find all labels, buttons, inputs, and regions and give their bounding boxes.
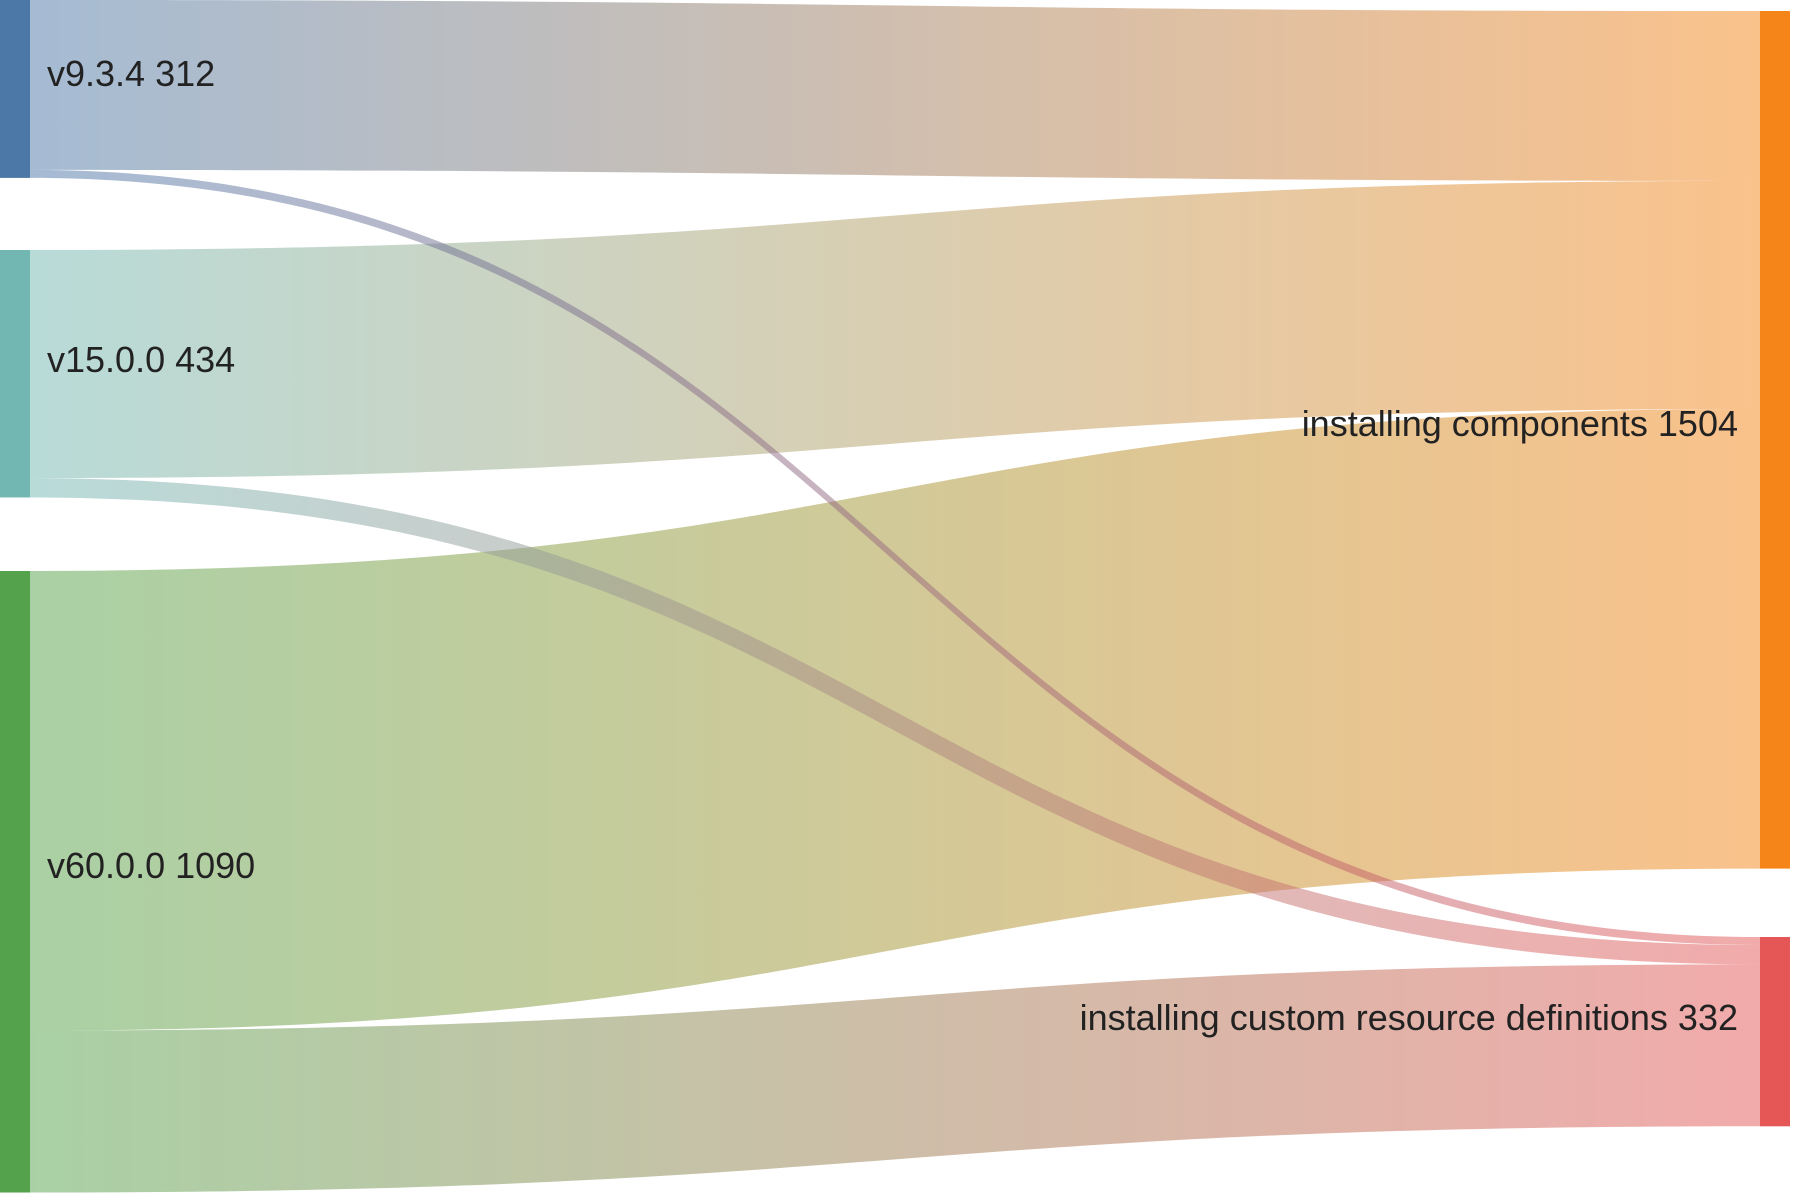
node-bar-v60-0-0 [0,571,30,1193]
label-installing-components: installing components 1504 [1302,403,1738,444]
link-v15-0-0-to-installing-crds [30,478,1760,965]
link-v9-3-4-to-installing-components [30,0,1760,181]
node-bar-installing-components [1760,11,1790,869]
node-bar-v9-3-4 [0,0,30,178]
links-layer [30,0,1760,1193]
label-v60-0-0: v60.0.0 1090 [47,845,255,886]
label-v15-0-0: v15.0.0 434 [47,339,235,380]
label-installing-crds: installing custom resource definitions 3… [1080,997,1738,1038]
link-v60-0-0-to-installing-crds [30,964,1760,1193]
link-v9-3-4-to-installing-crds [30,169,1760,945]
node-bar-v15-0-0 [0,250,30,498]
node-bar-installing-crds [1760,937,1790,1127]
label-v9-3-4: v9.3.4 312 [47,53,215,94]
labels-layer: v9.3.4 312 v15.0.0 434 v60.0.0 1090 inst… [47,53,1738,1038]
